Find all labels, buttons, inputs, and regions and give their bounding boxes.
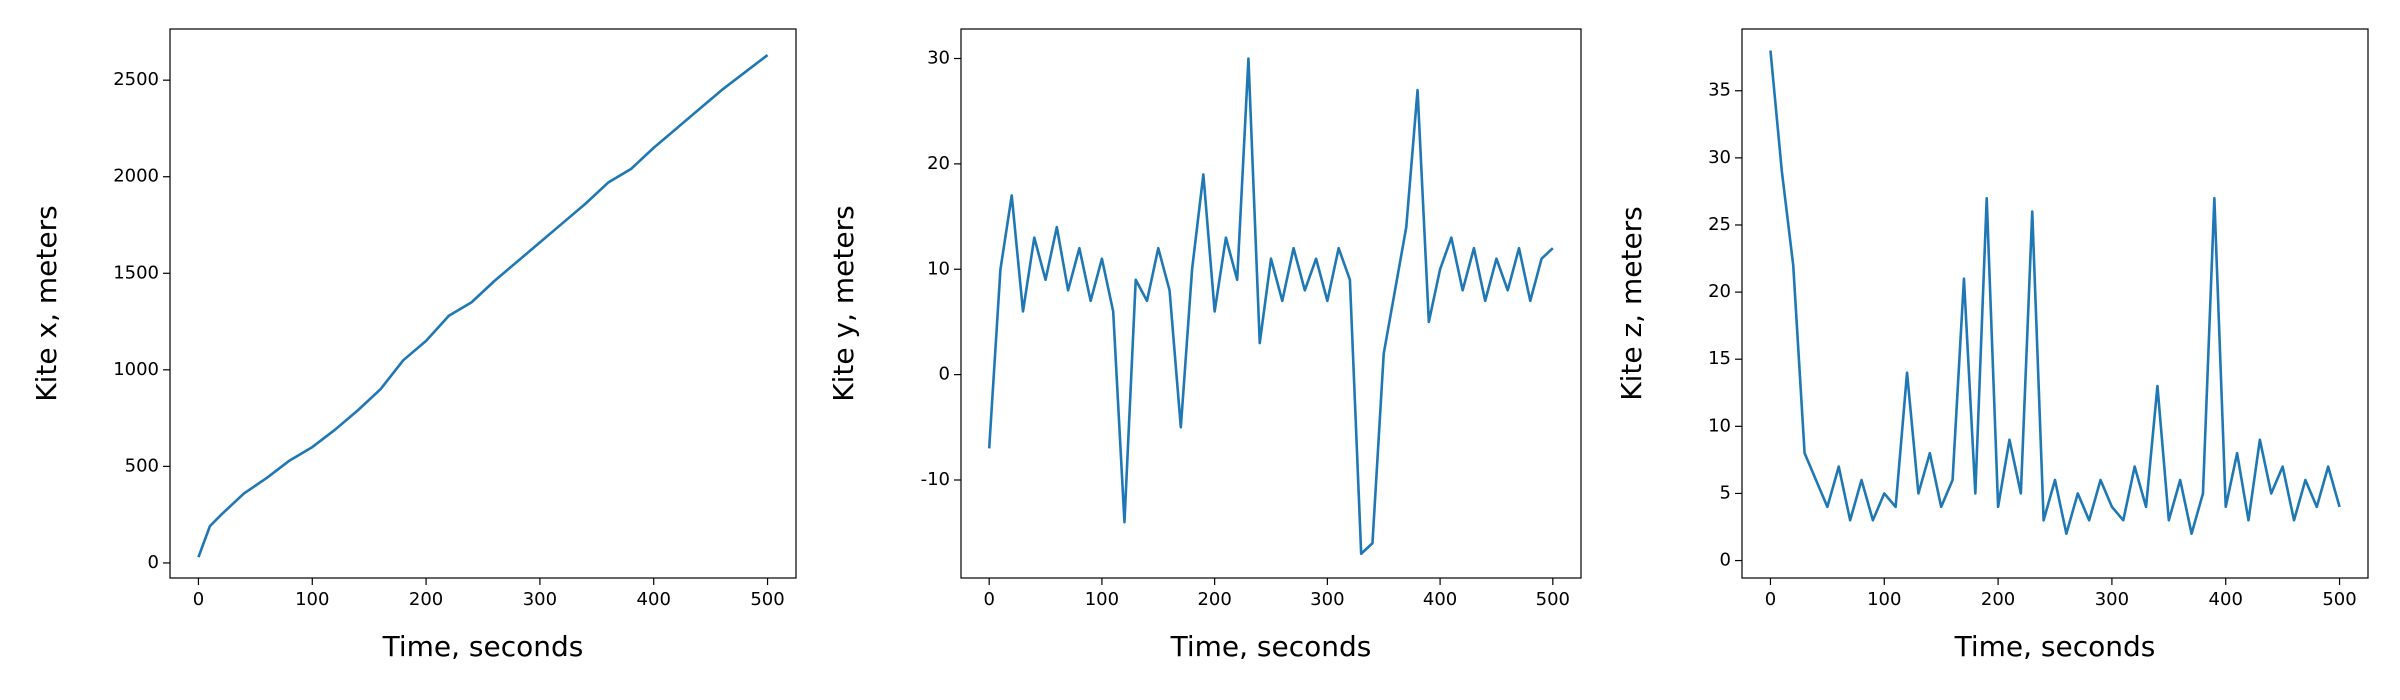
y-axis-label: Kite x, meters <box>30 205 63 401</box>
subplot: 0 100 200 300 400 500 -10 0 10 20 30 Time, seconds K… <box>827 28 1582 663</box>
x-axis-label: Time, seconds <box>382 630 584 663</box>
axes-frame <box>169 28 797 579</box>
data-line <box>197 54 769 558</box>
y-axis-label: Kite y, meters <box>827 205 860 401</box>
y-tick-label: 15 <box>1708 348 1731 369</box>
y-tick-label: 30 <box>927 48 950 69</box>
axes-frame <box>1741 28 2369 579</box>
x-tick-label: 0 <box>983 589 994 610</box>
y-tick-label: 20 <box>1708 281 1731 302</box>
y-tick-label: 2500 <box>113 69 159 90</box>
data-line <box>1769 50 2341 535</box>
x-axis-label: Time, seconds <box>1170 630 1372 663</box>
x-tick-label: 400 <box>2209 589 2243 610</box>
x-tick-label: 300 <box>1310 589 1344 610</box>
y-tick-label: 20 <box>927 153 950 174</box>
subplot: 0 100 200 300 400 500 0 500 1000 1500 2000 2500 Time… <box>30 28 797 663</box>
y-tick-label: 2000 <box>113 166 159 187</box>
x-tick-label: 0 <box>1765 589 1776 610</box>
x-tick-label: 100 <box>1085 589 1119 610</box>
x-axis-label: Time, seconds <box>1954 630 2156 663</box>
y-tick-label: 5 <box>1720 482 1731 503</box>
x-tick-label: 400 <box>637 589 671 610</box>
y-tick-label: 25 <box>1708 214 1731 235</box>
y-tick-label: 30 <box>1708 147 1731 168</box>
x-tick-label: 100 <box>295 589 329 610</box>
subplot: 0 100 200 300 400 500 0 5 10 15 20 25 30 35 Time, seco… <box>1615 28 2369 663</box>
x-tick-label: 500 <box>2322 589 2356 610</box>
y-tick-label: 35 <box>1708 80 1731 101</box>
x-tick-label: 100 <box>1867 589 1901 610</box>
data-line <box>987 57 1554 556</box>
y-tick-label: 1500 <box>113 262 159 283</box>
x-tick-label: 300 <box>2095 589 2129 610</box>
x-tick-label: 0 <box>193 589 204 610</box>
y-tick-label: 10 <box>927 258 950 279</box>
y-tick-label: 0 <box>939 364 950 385</box>
x-tick-label: 200 <box>409 589 443 610</box>
y-tick-label: 10 <box>1708 415 1731 436</box>
x-tick-label: 500 <box>750 589 784 610</box>
y-axis-label: Kite z, meters <box>1615 206 1648 401</box>
x-tick-label: 300 <box>523 589 557 610</box>
axes-frame <box>960 28 1582 579</box>
x-tick-label: 400 <box>1423 589 1457 610</box>
y-tick-label: -10 <box>921 469 950 490</box>
y-tick-label: 500 <box>125 455 159 476</box>
x-tick-label: 200 <box>1981 589 2015 610</box>
y-tick-label: 0 <box>148 552 159 573</box>
x-tick-label: 500 <box>1536 589 1570 610</box>
y-tick-label: 1000 <box>113 359 159 380</box>
x-tick-label: 200 <box>1197 589 1231 610</box>
y-tick-label: 0 <box>1720 550 1731 571</box>
